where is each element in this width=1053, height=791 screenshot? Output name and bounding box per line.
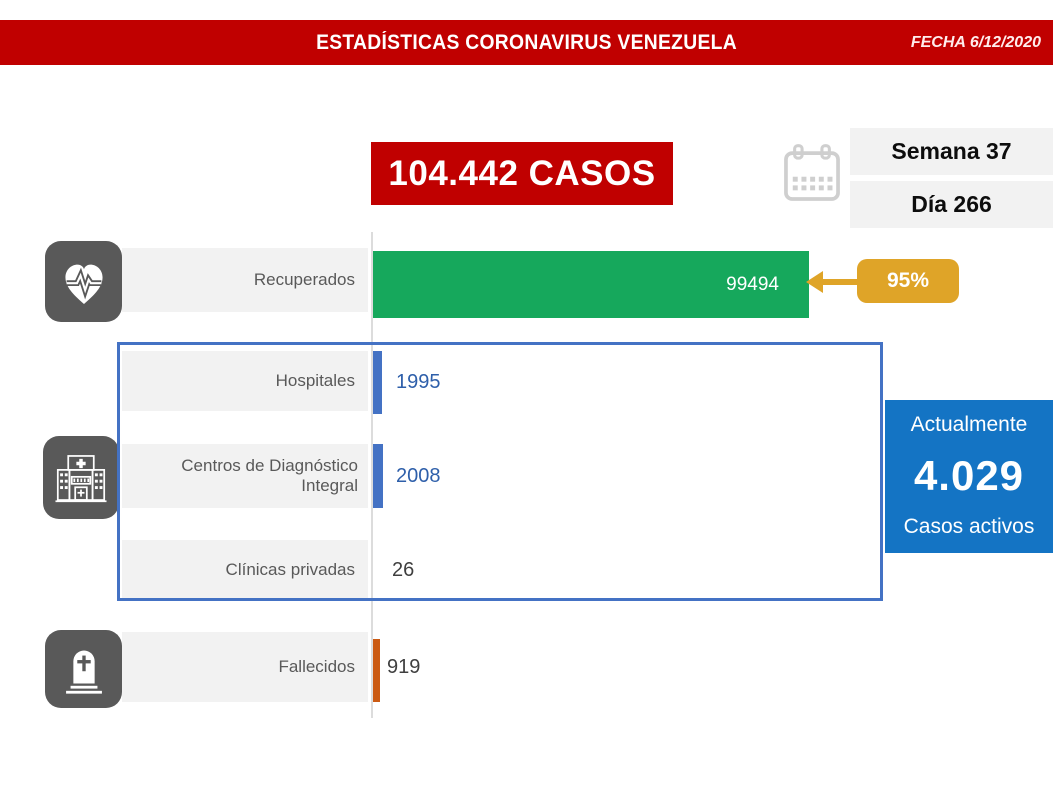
heart-pulse-icon [45, 241, 122, 322]
header-banner: ESTADÍSTICAS CORONAVIRUS VENEZUELA FECHA… [0, 20, 1053, 65]
bar-centros [373, 444, 383, 508]
tombstone-icon-glyph [65, 650, 102, 694]
bar-value-clinicas: 26 [392, 558, 415, 581]
bar-value-centros: 2008 [396, 464, 441, 487]
chart-baseline [371, 232, 373, 718]
heart-pulse-icon-glyph [64, 264, 103, 304]
left-arrow-icon [806, 271, 823, 293]
tombstone-icon [45, 630, 122, 708]
week-badge: Semana 37 [850, 128, 1053, 175]
active-cases-group-outline [117, 342, 883, 601]
calendar-icon-glyph [784, 144, 840, 201]
active-cases-line1: Actualmente [910, 413, 1028, 436]
hospital-icon-glyph [55, 454, 107, 502]
bar-value-fallecidos: 919 [387, 655, 421, 678]
category-label-fallecidos: Fallecidos [122, 632, 368, 702]
bar-fallecidos [373, 639, 380, 702]
category-label-hospitales: Hospitales [122, 351, 368, 411]
category-label-recuperados: Recuperados [122, 248, 368, 312]
active-cases-box: Actualmente 4.029 Casos activos [885, 400, 1053, 553]
bar-recuperados: 99494 [373, 251, 809, 318]
report-date: FECHA 6/12/2020 [910, 34, 1041, 51]
total-cases-box: 104.442 CASOS [371, 142, 673, 205]
active-cases-line2: Casos activos [903, 515, 1035, 538]
hospital-icon [43, 436, 119, 519]
left-arrow-shaft [822, 279, 858, 285]
recovered-percentage-badge: 95% [857, 259, 959, 303]
bar-value-hospitales: 1995 [396, 371, 441, 393]
bar-hospitales [373, 351, 382, 414]
day-badge: Día 266 [850, 181, 1053, 228]
active-cases-value: 4.029 [913, 452, 1025, 499]
category-label-centros: Centros de Diagnóstico Integral [122, 444, 368, 508]
category-label-clinicas: Clínicas privadas [122, 540, 368, 600]
page-title: ESTADÍSTICAS CORONAVIRUS VENEZUELA [316, 31, 737, 54]
calendar-icon [781, 141, 843, 205]
bar-value-recuperados: 99494 [726, 273, 779, 295]
